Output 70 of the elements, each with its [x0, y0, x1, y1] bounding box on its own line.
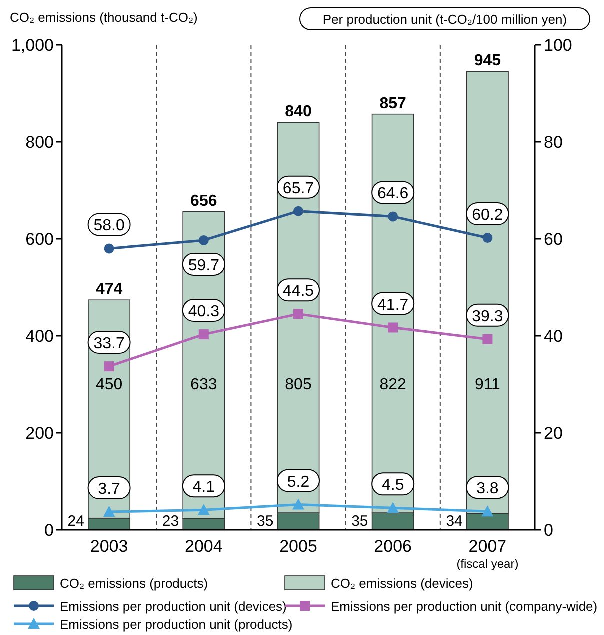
data-label: 40.3 [188, 304, 220, 321]
point [292, 498, 304, 510]
data-label: 65.7 [282, 180, 314, 198]
total-label: 474 [96, 281, 123, 298]
data-label: 24 [68, 513, 84, 530]
y-tick-label: 400 [26, 327, 54, 346]
data-label: 35 [352, 513, 368, 530]
data-label: 41.7 [378, 296, 409, 314]
y2-tick-label: 20 [544, 424, 563, 443]
y-tick-label: 800 [26, 133, 54, 152]
x-tick-label: 2007 [468, 537, 507, 556]
y-tick-label: 0 [44, 521, 54, 540]
data-label: 4.5 [382, 477, 404, 494]
legend-label: Emissions per production unit (products) [60, 617, 293, 632]
legend-label: CO₂ emissions (products) [60, 576, 208, 591]
legend-label: Emissions per production unit (devices) [60, 599, 287, 614]
point [198, 504, 210, 516]
x-tick-label: 2005 [280, 537, 318, 556]
y-tick-label: 200 [26, 424, 54, 443]
data-label: 911 [474, 376, 501, 394]
x-tick-label: 2006 [374, 537, 412, 556]
point [482, 233, 493, 244]
y2-axis-title: Per production unit (t-CO₂/100 million yen) [322, 12, 568, 27]
legend-label: CO₂ emissions (devices) [331, 576, 474, 591]
total-label: 840 [285, 104, 312, 121]
y-tick-label: 600 [26, 230, 54, 249]
x-tick-label: 2003 [90, 537, 128, 556]
x-axis-title: (fiscal year) [456, 557, 519, 571]
data-label: 450 [96, 376, 123, 394]
data-label: 23 [162, 513, 180, 530]
y2-tick-label: 100 [544, 36, 572, 55]
y2-tick-label: 40 [544, 327, 563, 346]
data-label: 58.0 [94, 218, 125, 235]
y2-tick-label: 0 [544, 521, 554, 540]
data-label: 35 [257, 513, 274, 530]
data-label: 633 [190, 376, 218, 394]
point [294, 309, 304, 320]
data-label: 44.5 [282, 283, 314, 300]
point [198, 235, 209, 246]
data-label: 5.2 [287, 474, 310, 491]
data-label: 34 [446, 513, 463, 530]
point [388, 212, 398, 222]
total-label: 945 [474, 52, 502, 70]
x-tick-label: 2004 [184, 537, 223, 556]
data-label: 4.1 [192, 479, 216, 496]
data-label: 39.3 [472, 308, 504, 326]
y-tick-label: 1,000 [11, 36, 54, 55]
point [482, 334, 493, 344]
data-label: 822 [380, 376, 407, 394]
y2-tick-label: 80 [544, 133, 563, 152]
point [103, 506, 116, 518]
y-axis-title: CO₂ emissions (thousand t-CO₂) [10, 10, 198, 25]
y2-tick-label: 60 [544, 230, 563, 249]
legend-label: Emissions per production unit (company-wide) [331, 599, 598, 614]
point [294, 206, 304, 216]
point [198, 330, 209, 340]
data-label: 60.2 [472, 207, 504, 224]
data-label: 64.6 [378, 186, 409, 203]
total-label: 656 [190, 192, 218, 210]
data-label: 59.7 [188, 257, 220, 274]
total-label: 857 [380, 95, 407, 112]
data-label: 3.8 [476, 480, 499, 498]
data-label: 33.7 [94, 336, 125, 353]
data-label: 805 [285, 376, 312, 394]
point [388, 322, 398, 333]
point [387, 502, 400, 514]
point [482, 506, 494, 517]
point [104, 244, 114, 254]
point [104, 362, 114, 372]
data-label: 3.7 [98, 481, 121, 498]
